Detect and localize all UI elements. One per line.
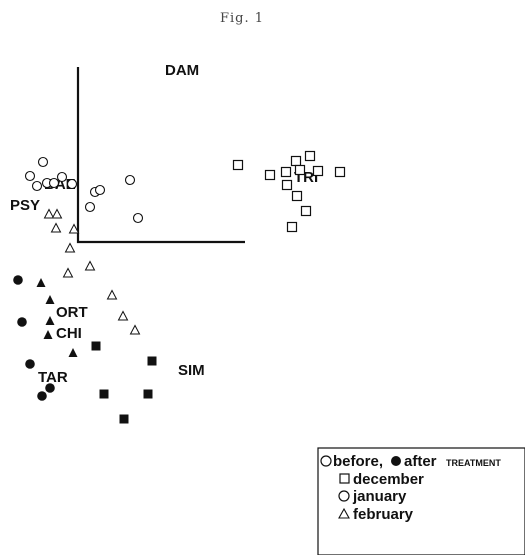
legend-december-marker	[339, 473, 350, 484]
point-filled-triangle-s5-0	[36, 278, 46, 287]
point-open-circle-s1-9	[84, 201, 96, 213]
point-filled-circle-s4-0	[13, 275, 23, 285]
axis-label-dam: DAM	[165, 62, 199, 79]
legend-treatment-label: TREATMENT	[446, 458, 501, 468]
point-open-triangle-s2-7	[106, 289, 118, 300]
point-open-triangle-s2-3	[68, 223, 80, 234]
point-open-circle-s1-2	[31, 180, 43, 192]
legend-after-marker	[391, 456, 401, 466]
legend-january-label: january	[352, 488, 407, 505]
point-filled-square-s3-4	[119, 414, 129, 424]
group-label-ort: ORT	[56, 304, 88, 321]
point-filled-circle-s4-2	[25, 359, 35, 369]
group-label-chi: CHI	[56, 325, 82, 342]
point-filled-circle-s4-1	[17, 317, 27, 327]
point-open-triangle-s2-9	[129, 324, 141, 335]
point-filled-square-s3-0	[91, 341, 101, 351]
point-open-square-s0-6	[312, 165, 324, 177]
point-filled-triangle-s5-1	[45, 295, 55, 304]
point-open-circle-s1-6	[66, 178, 78, 190]
point-open-triangle-s2-1	[51, 208, 63, 219]
group-label-tar: TAR	[38, 369, 68, 386]
point-open-square-s0-1	[264, 169, 276, 181]
legend-february-marker	[338, 507, 350, 519]
point-open-square-s0-0	[232, 159, 244, 171]
point-filled-circle-s4-3	[37, 391, 47, 401]
group-label-sim: SIM	[178, 362, 205, 379]
point-open-circle-s1-4	[48, 177, 60, 189]
point-filled-square-s3-2	[99, 389, 109, 399]
legend-after-label: after	[404, 453, 437, 470]
axis-lines	[76, 67, 245, 244]
point-open-triangle-s2-6	[62, 267, 74, 278]
point-open-triangle-s2-2	[50, 222, 62, 233]
figure-caption: Fig. 1	[220, 11, 264, 26]
point-open-square-s0-8	[281, 179, 293, 191]
point-filled-triangle-s5-3	[43, 330, 53, 339]
point-open-triangle-s2-8	[117, 310, 129, 321]
point-open-square-s0-10	[300, 205, 312, 217]
data-points	[13, 150, 346, 424]
point-open-triangle-s2-0	[43, 208, 55, 219]
point-filled-square-s3-3	[143, 389, 153, 399]
point-open-square-s0-4	[304, 150, 316, 162]
legend-january-marker	[338, 490, 350, 502]
point-open-triangle-s2-5	[84, 260, 96, 271]
point-open-circle-s1-8	[94, 184, 106, 196]
point-open-square-s0-7	[334, 166, 346, 178]
legend-before-marker	[320, 455, 332, 467]
point-open-square-s0-3	[290, 155, 302, 167]
point-open-square-s0-2	[280, 166, 292, 178]
point-filled-square-s3-1	[147, 356, 157, 366]
point-filled-triangle-s5-4	[68, 348, 78, 357]
legend-december-label: december	[353, 471, 424, 488]
point-open-square-s0-5	[294, 164, 306, 176]
point-filled-triangle-s5-2	[45, 316, 55, 325]
point-open-circle-s1-11	[132, 212, 144, 224]
point-open-triangle-s2-4	[64, 242, 76, 253]
point-open-circle-s1-10	[124, 174, 136, 186]
group-label-psy: PSY	[10, 197, 40, 214]
point-filled-circle-s4-4	[45, 383, 55, 393]
legend-february-label: february	[353, 506, 414, 523]
point-open-square-s0-11	[286, 221, 298, 233]
point-open-square-s0-9	[291, 190, 303, 202]
point-open-circle-s1-5	[56, 171, 68, 183]
point-open-circle-s1-0	[37, 156, 49, 168]
point-open-circle-s1-1	[24, 170, 36, 182]
legend-before-label: before,	[333, 453, 383, 470]
legend-box	[317, 447, 525, 555]
legend: before, after TREATMENT december january…	[317, 447, 525, 555]
